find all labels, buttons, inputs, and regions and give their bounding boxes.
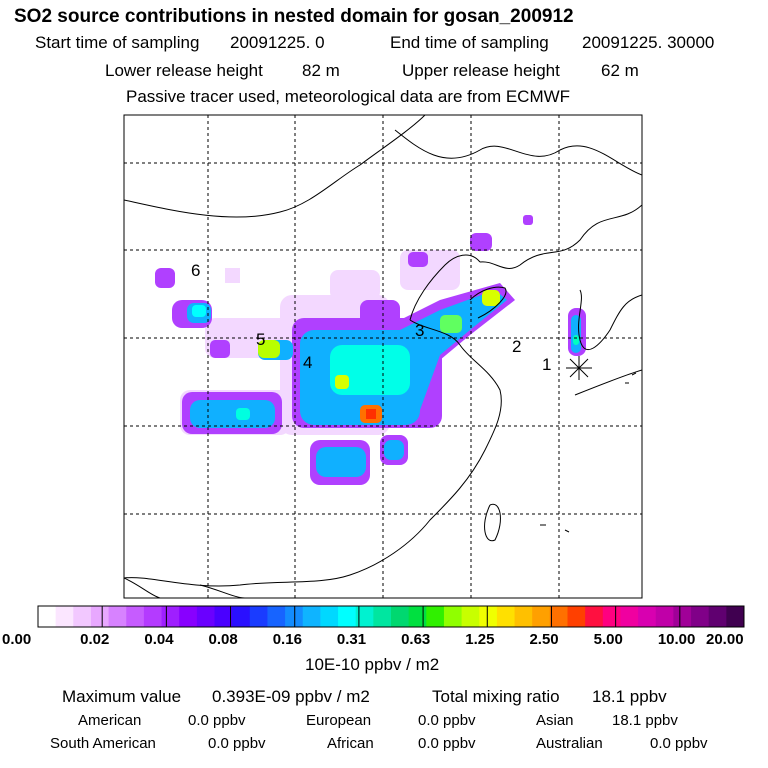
region-name-australian: Australian (536, 735, 603, 752)
colorbar-swatch (567, 606, 586, 627)
region-label-5: 5 (256, 330, 265, 349)
colorbar-unit: 10E-10 ppbv / m2 (305, 655, 440, 674)
colorbar-swatch (620, 606, 639, 627)
colorbar-tick-label: 0.08 (208, 631, 238, 648)
colorbar-swatch (691, 606, 710, 627)
colorbar-swatch (320, 606, 339, 627)
colorbar-swatch (143, 606, 163, 627)
region-label-3: 3 (415, 321, 424, 340)
colorbar-swatch (214, 606, 233, 627)
colorbar-swatch (179, 606, 198, 627)
colorbar-swatch (90, 606, 110, 627)
colorbar-tick-label: 5.00 (593, 631, 623, 648)
region-name-african: African (327, 735, 374, 752)
tracer-note: Passive tracer used, meteorological data… (126, 87, 571, 106)
figure-title: SO2 source contributions in nested domai… (14, 6, 574, 27)
region-label-1: 1 (542, 355, 551, 374)
colorbar-swatch (391, 606, 410, 627)
colorbar-swatch (585, 606, 604, 627)
colorbar-swatch (38, 606, 57, 627)
colorbar-tick-label: 0.00 (2, 631, 32, 648)
colorbar-swatch (196, 606, 215, 627)
colorbar-swatch (267, 606, 286, 627)
colorbar-tick-label: 20.00 (706, 631, 744, 648)
colorbar-tick-label: 0.31 (336, 631, 367, 648)
colorbar-swatch (338, 606, 357, 627)
max-value: 0.393E-09 ppbv / m2 (212, 687, 370, 706)
upper-height-value: 62 m (601, 61, 639, 80)
colorbar-swatch (355, 606, 374, 627)
grid-lines (124, 115, 642, 598)
upper-height-label: Upper release height (402, 61, 560, 80)
total-mixing-value: 18.1 ppbv (592, 687, 667, 706)
colorbar-tick-label: 1.25 (465, 631, 495, 648)
colorbar-swatch (285, 606, 304, 627)
region-value-asian: 18.1 ppbv (612, 712, 678, 729)
colorbar-swatch (443, 606, 463, 627)
region-label-4: 4 (303, 353, 312, 372)
region-name-asian: Asian (536, 712, 574, 729)
colorbar-swatch (461, 606, 480, 627)
start-time-label: Start time of sampling (35, 33, 200, 52)
end-time-value: 20091225. 30000 (582, 33, 715, 52)
region-value-south-american: 0.0 ppbv (208, 735, 266, 752)
colorbar-swatch (232, 606, 251, 627)
region-label-6: 6 (191, 261, 200, 280)
region-value-european: 0.0 ppbv (418, 712, 476, 729)
colorbar-swatch (302, 606, 321, 627)
colorbar-swatch (426, 606, 445, 627)
region-name-american: American (78, 712, 142, 729)
colorbar-swatch (708, 606, 727, 627)
colorbar-swatch (108, 606, 127, 627)
region-name-south-american: South American (50, 735, 156, 752)
colorbar-swatch (726, 606, 745, 627)
colorbar-swatch (126, 606, 145, 627)
colorbar-swatch (373, 606, 392, 627)
colorbar-swatch (655, 606, 674, 627)
lower-height-label: Lower release height (105, 61, 263, 80)
start-time-value: 20091225. 0 (230, 33, 325, 52)
colorbar-tick-label: 0.16 (272, 631, 302, 648)
colorbar (37, 605, 745, 628)
colorbar-swatch (514, 606, 533, 627)
colorbar-swatch (638, 606, 657, 627)
colorbar-tick-label: 0.63 (401, 631, 431, 648)
colorbar-tick-label: 0.04 (144, 631, 174, 648)
colorbar-swatch (496, 606, 516, 627)
map-frame (123, 114, 643, 599)
region-label-2: 2 (512, 337, 521, 356)
colorbar-swatch (673, 606, 692, 627)
colorbar-tick-labels: 0.00 0.02 0.04 0.08 0.16 0.31 0.63 1.25 2.50 5.00… (0, 631, 768, 651)
colorbar-swatch (249, 606, 268, 627)
colorbar-swatch (161, 606, 180, 627)
colorbar-swatch (602, 606, 621, 627)
end-time-label: End time of sampling (390, 33, 549, 52)
colorbar-swatch (549, 606, 568, 627)
colorbar-tick-label: 2.50 (529, 631, 559, 648)
colorbar-swatch (532, 606, 551, 627)
region-value-australian: 0.0 ppbv (650, 735, 708, 752)
colorbar-tick-label: 10.00 (657, 631, 696, 648)
star-marker-icon (566, 356, 592, 380)
colorbar-swatch (73, 606, 92, 627)
colorbar-ticks (37, 606, 745, 627)
region-name-european: European (306, 712, 372, 729)
region-value-american: 0.0 ppbv (188, 712, 246, 729)
coastline (124, 115, 642, 598)
max-value-label: Maximum value (62, 687, 182, 706)
lower-height-value: 82 m (302, 61, 340, 80)
colorbar-swatch (408, 606, 427, 627)
region-value-african: 0.0 ppbv (418, 735, 476, 752)
total-mixing-label: Total mixing ratio (432, 687, 560, 706)
colorbar-tick-label: 0.02 (80, 631, 110, 648)
colorbar-swatch (55, 606, 74, 627)
colorbar-swatch (479, 606, 498, 627)
